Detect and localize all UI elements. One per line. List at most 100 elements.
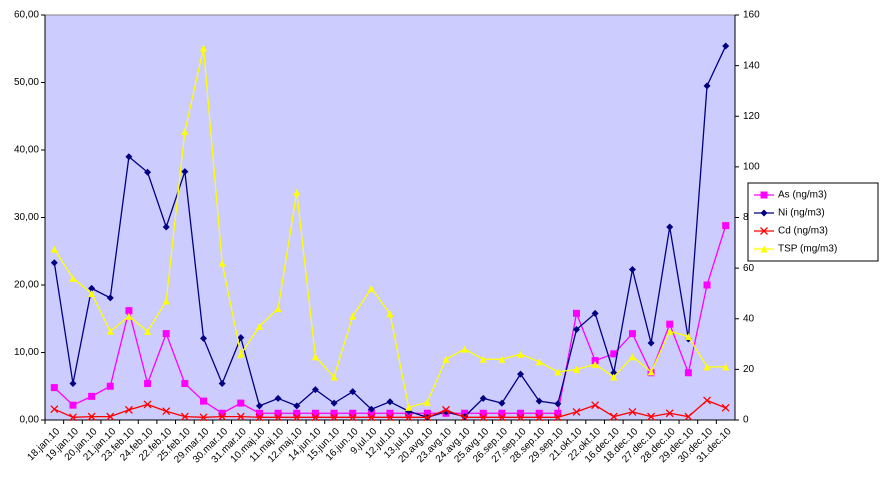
- marker: [386, 413, 394, 422]
- marker: [517, 409, 525, 417]
- marker: [703, 396, 711, 405]
- marker: [684, 369, 692, 377]
- marker: [609, 412, 618, 421]
- legend-label: Cd (ng/m3): [778, 226, 828, 237]
- marker: [162, 223, 170, 231]
- marker: [572, 407, 581, 416]
- marker: [386, 398, 394, 406]
- marker: [367, 409, 375, 417]
- y2-tick-label: 60: [743, 263, 755, 274]
- y2-tick-label: 100: [743, 162, 760, 173]
- y2-tick-label: 160: [743, 10, 760, 21]
- marker: [293, 409, 301, 417]
- y-tick-label: 40,00: [14, 145, 39, 156]
- marker: [218, 412, 227, 421]
- marker: [703, 363, 711, 371]
- marker: [255, 322, 263, 330]
- marker: [535, 358, 543, 366]
- marker: [479, 409, 487, 417]
- marker: [162, 297, 170, 305]
- plot-area: [44, 14, 736, 421]
- marker: [423, 409, 431, 417]
- marker: [349, 312, 357, 320]
- marker: [88, 284, 96, 292]
- marker: [405, 403, 413, 411]
- marker: [106, 412, 115, 421]
- marker: [367, 405, 375, 413]
- marker: [572, 309, 580, 317]
- marker: [125, 312, 133, 320]
- marker: [404, 413, 413, 422]
- y-tick-label: 50,00: [14, 77, 39, 88]
- y-tick-label: 10,00: [14, 347, 39, 358]
- marker: [200, 44, 208, 52]
- marker: [330, 399, 338, 407]
- marker: [572, 365, 580, 373]
- marker: [461, 345, 469, 353]
- marker: [554, 400, 562, 408]
- marker: [349, 409, 357, 417]
- marker: [330, 413, 339, 422]
- marker: [349, 388, 357, 396]
- marker: [479, 355, 487, 363]
- marker: [386, 409, 394, 417]
- legend-label: TSP (mg/m3): [778, 244, 837, 255]
- marker: [181, 380, 189, 388]
- marker: [517, 350, 525, 358]
- marker: [200, 334, 208, 342]
- marker: [162, 330, 170, 338]
- marker: [647, 412, 656, 421]
- marker: [423, 413, 432, 422]
- marker: [293, 188, 301, 196]
- marker: [367, 284, 375, 292]
- marker: [497, 413, 506, 422]
- marker: [498, 399, 506, 407]
- marker: [479, 394, 487, 402]
- marker: [181, 127, 189, 135]
- legend-label: Ni (ng/m3): [778, 208, 825, 219]
- marker: [517, 370, 525, 378]
- marker: [69, 401, 77, 409]
- y2-tick-label: 140: [743, 60, 760, 71]
- marker: [628, 330, 636, 338]
- marker: [554, 368, 562, 376]
- marker: [441, 405, 450, 414]
- marker: [88, 289, 96, 297]
- marker: [218, 409, 226, 417]
- marker: [311, 353, 319, 361]
- y2-tick-label: 120: [743, 111, 760, 122]
- marker: [591, 357, 599, 365]
- marker: [274, 394, 282, 402]
- marker: [69, 274, 77, 282]
- marker: [87, 412, 96, 421]
- marker: [106, 382, 114, 390]
- marker: [498, 355, 506, 363]
- y-tick-label: 60,00: [14, 10, 39, 21]
- marker: [703, 82, 711, 90]
- marker: [721, 403, 730, 412]
- marker: [274, 305, 282, 313]
- marker: [330, 409, 338, 417]
- marker: [143, 400, 152, 409]
- marker: [535, 409, 543, 417]
- marker: [144, 168, 152, 176]
- marker: [124, 405, 133, 414]
- marker: [255, 413, 264, 422]
- marker: [144, 380, 152, 388]
- marker: [292, 413, 301, 422]
- marker: [50, 245, 58, 253]
- marker: [423, 398, 431, 406]
- marker: [684, 332, 692, 340]
- marker: [330, 373, 338, 381]
- marker: [628, 407, 637, 416]
- y-tick-label: 20,00: [14, 280, 39, 291]
- legend-label: As (ng/m3): [778, 190, 827, 201]
- marker: [760, 227, 768, 235]
- marker: [666, 320, 674, 328]
- marker: [572, 326, 580, 334]
- marker: [610, 350, 618, 358]
- marker: [237, 399, 245, 407]
- legend-box: [747, 182, 879, 262]
- marker: [274, 409, 282, 417]
